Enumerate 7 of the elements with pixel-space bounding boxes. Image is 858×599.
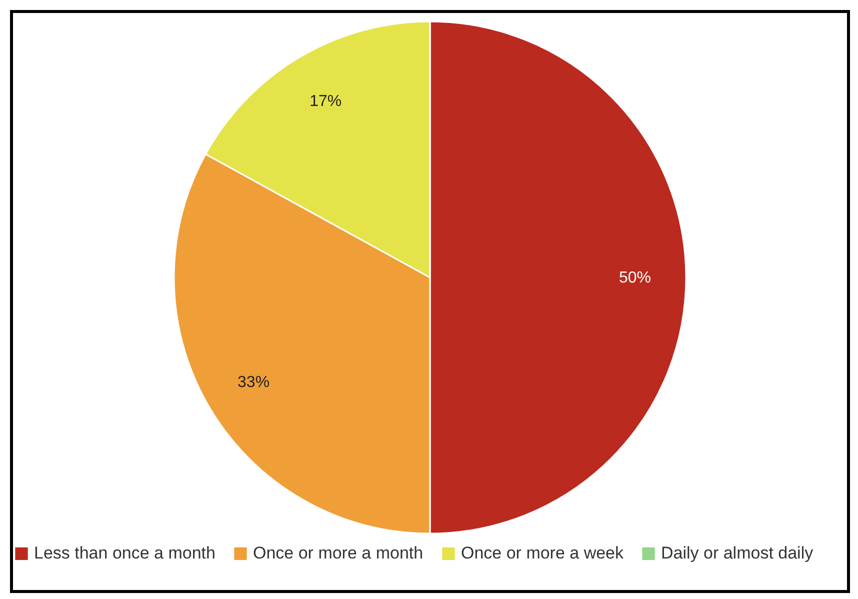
data-label: 50% [618,270,652,286]
legend-label: Less than once a month [34,544,216,563]
legend-label: Once or more a month [253,544,424,563]
data-label: 33% [238,374,270,391]
legend-label: Daily or almost daily [661,544,814,563]
data-label: 17% [310,93,342,110]
legend-label: Once or more a week [461,544,624,563]
